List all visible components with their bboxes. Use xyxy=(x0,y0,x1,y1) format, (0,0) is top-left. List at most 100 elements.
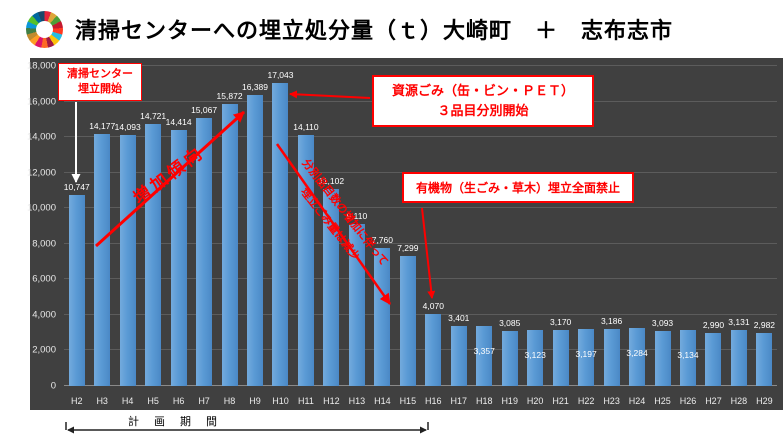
bar-slot: 14,110 xyxy=(293,66,319,386)
bar-value-label: 3,123 xyxy=(524,350,546,361)
gridline xyxy=(64,349,777,351)
bar-H3 xyxy=(94,133,111,386)
y-tick-label: 0 xyxy=(50,380,56,392)
bar-value-label: 14,110 xyxy=(293,122,319,133)
bar-value-label: 3,093 xyxy=(651,318,674,329)
bar-slot: 2,990 xyxy=(701,66,726,386)
bar-value-label: 2,990 xyxy=(702,319,725,330)
x-tick-label: H13 xyxy=(348,396,366,406)
bar-value-label: 3,401 xyxy=(448,312,470,323)
bar-slot: 4,070 xyxy=(421,66,446,386)
bar-H9 xyxy=(247,94,264,386)
bar-slot: 3,186 xyxy=(599,66,624,386)
x-tick-label: H6 xyxy=(172,396,185,406)
bar-value-label: 14,721 xyxy=(140,111,167,122)
chart-area: 0 2,000 4,000 6,000 8,000 10,000 12,000 14,000 1… xyxy=(26,58,783,410)
recycle-start-callout: 資源ごみ（缶・ビン・ＰＥＴ） ３品目分別開始 xyxy=(372,75,595,128)
x-tick-label: H28 xyxy=(730,396,748,406)
page-title: 清掃センターへの埋立処分量（ｔ）大崎町 ＋ 志布志市 xyxy=(75,18,674,43)
x-tick-label: H16 xyxy=(425,396,442,406)
bar-slot: 3,197 xyxy=(573,66,598,386)
y-tick-label: 2,000 xyxy=(32,344,56,356)
y-tick-label: 12,000 xyxy=(26,167,56,179)
bar-H18 xyxy=(476,326,493,386)
x-tick-label: H25 xyxy=(654,396,671,406)
plan-period-arrow xyxy=(65,422,429,434)
bar-slot: 3,085 xyxy=(497,66,522,386)
x-tick-label: H8 xyxy=(223,396,236,406)
sdgs-wheel-icon xyxy=(26,10,63,48)
bar-slot: 15,872 xyxy=(216,66,243,386)
gridline xyxy=(64,136,777,138)
landfill-start-callout: 清掃センター 埋立開始 xyxy=(58,63,142,101)
x-tick-label: H18 xyxy=(475,396,493,406)
bar-H23 xyxy=(603,329,620,386)
bar-H29 xyxy=(756,333,773,386)
bar-H8 xyxy=(221,103,238,386)
bar-value-label: 10,747 xyxy=(63,181,90,192)
gridline xyxy=(64,207,777,209)
bar-slot: 14,414 xyxy=(165,66,192,386)
bar-slot: 14,721 xyxy=(140,66,167,386)
bar-slot: 3,134 xyxy=(675,66,700,386)
bar-value-label: 3,186 xyxy=(600,316,623,327)
gridline xyxy=(64,65,777,66)
bar-H24 xyxy=(629,327,646,386)
bar-value-label: 3,134 xyxy=(677,350,699,361)
gridline xyxy=(64,313,777,315)
bar-value-label: 3,284 xyxy=(626,347,648,358)
bar-H27 xyxy=(705,332,722,386)
bar-slot: 3,131 xyxy=(726,66,751,386)
callout-line: 埋立開始 xyxy=(78,82,122,95)
gridline xyxy=(64,278,777,280)
x-tick-label: H23 xyxy=(603,396,620,406)
x-tick-label: H2 xyxy=(70,396,83,406)
bar-H26 xyxy=(679,330,696,386)
bar-slot: 17,043 xyxy=(267,66,294,386)
x-tick-label: H24 xyxy=(628,396,646,406)
bar-H2 xyxy=(68,194,85,386)
bar-value-label: 3,357 xyxy=(473,346,495,357)
bar-value-label: 14,093 xyxy=(114,122,141,133)
y-tick-label: 14,000 xyxy=(26,131,56,143)
x-tick-label: H7 xyxy=(198,396,210,406)
bar-H4 xyxy=(119,135,136,386)
bar-value-label: 3,170 xyxy=(550,316,572,327)
x-tick-label: H15 xyxy=(399,396,417,406)
y-tick-label: 8,000 xyxy=(32,238,56,250)
y-axis-labels: 0 2,000 4,000 6,000 8,000 10,000 12,000 14,000 1… xyxy=(26,61,60,392)
bar-value-label: 16,389 xyxy=(242,81,269,92)
x-tick-label: H10 xyxy=(272,396,289,406)
bar-slot: 3,123 xyxy=(522,66,547,386)
bar-slot: 15,067 xyxy=(191,66,217,386)
callout-line: 清掃センター xyxy=(67,68,133,80)
gridline xyxy=(64,242,777,244)
bar-H20 xyxy=(527,330,544,386)
header: 清掃センターへの埋立処分量（ｔ）大崎町 ＋ 志布志市 xyxy=(0,0,783,58)
bar-value-label: 3,197 xyxy=(575,349,597,360)
callout-line: 有機物（生ごみ・草木）埋立全面禁止 xyxy=(416,181,621,195)
y-tick-label: 16,000 xyxy=(26,96,56,108)
bar-slot: 16,389 xyxy=(242,66,269,386)
x-tick-label: H12 xyxy=(323,396,340,406)
bar-slot: 2,982 xyxy=(752,66,777,386)
callout-line: 資源ごみ（缶・ビン・ＰＥＴ） xyxy=(392,83,575,98)
bar-slot: 3,093 xyxy=(650,66,675,386)
bar-value-label: 7,299 xyxy=(397,243,419,254)
y-tick-label: 18,000 xyxy=(26,60,56,72)
plan-period-footer: 計 画 期 間 xyxy=(0,410,783,440)
x-tick-label: H9 xyxy=(249,396,261,406)
bar-H17 xyxy=(450,325,467,386)
bar-value-label: 15,872 xyxy=(216,90,243,101)
x-tick-label: H26 xyxy=(679,396,697,406)
bar-value-label: 14,414 xyxy=(165,116,192,127)
bar-H25 xyxy=(654,331,671,386)
bar-H28 xyxy=(730,330,747,386)
y-tick-label: 10,000 xyxy=(26,202,56,214)
bar-slot: 7,299 xyxy=(395,66,420,386)
bar-value-label: 17,043 xyxy=(267,70,294,81)
x-tick-label: H27 xyxy=(705,396,722,406)
bar-H16 xyxy=(425,313,442,386)
bar-slot: 14,093 xyxy=(114,66,141,386)
